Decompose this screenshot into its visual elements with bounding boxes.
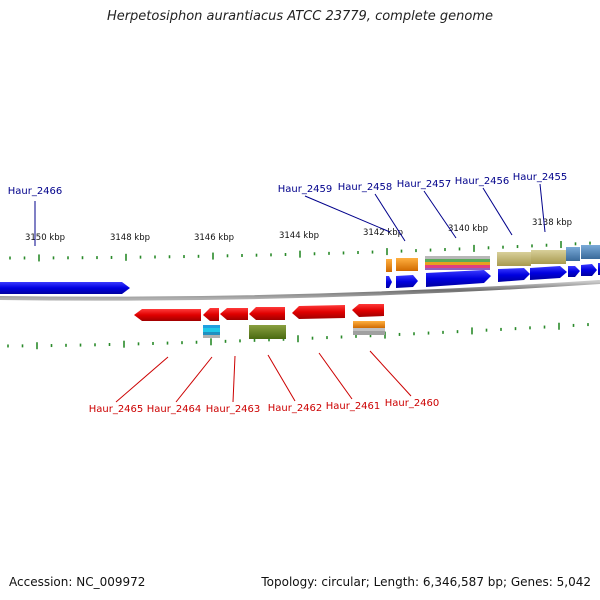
forward-gene-label[interactable]: Haur_2455	[513, 172, 568, 183]
feature-block-steel-3	[598, 263, 600, 275]
gene-arrow-haur-2456[interactable]	[498, 268, 530, 282]
reverse-gene-labels: Haur_2465 Haur_2464 Haur_2463 Haur_2462 Haur…	[89, 350, 440, 415]
reverse-gene-label[interactable]: Haur_2462	[268, 403, 323, 414]
gene-arrow-haur-2466[interactable]	[0, 282, 130, 294]
coordinate-tick-label: 3146 kbp	[194, 233, 234, 243]
forward-gene-label[interactable]: Haur_2456	[455, 176, 510, 187]
coordinate-labels: 3150 kbp 3148 kbp 3146 kbp 3144 kbp 3142 kbp…	[25, 218, 572, 243]
forward-gene-label[interactable]: Haur_2458	[338, 182, 393, 193]
feature-block-orange-1	[386, 259, 392, 272]
accession-text: Accession: NC_009972	[9, 575, 146, 589]
gene-arrow-haur-2462[interactable]	[249, 307, 285, 320]
gene-leader-line	[175, 356, 213, 403]
gene-leader-line	[304, 195, 391, 233]
feature-stack-orange	[353, 321, 385, 335]
gene-arrow-right-1[interactable]	[568, 266, 580, 277]
gene-leader-line	[232, 355, 236, 403]
feature-block-olive	[249, 325, 286, 339]
forward-gene-label[interactable]: Haur_2457	[397, 179, 452, 190]
gene-leader-line	[318, 352, 353, 400]
gene-leader-line	[482, 187, 513, 236]
lower-tick-track	[7, 322, 589, 350]
coordinate-tick-label: 3148 kbp	[110, 233, 150, 243]
feature-stack-cyan	[203, 325, 220, 338]
feature-block-khaki-2	[531, 250, 566, 264]
gene-arrow-haur-2458[interactable]	[396, 275, 418, 288]
feature-block-khaki-1	[497, 252, 531, 266]
gene-arrow-right-2[interactable]	[581, 264, 597, 276]
upper-tick-track	[9, 241, 591, 262]
forward-gene-label[interactable]: Haur_2459	[278, 184, 333, 195]
genome-title: Herpetosiphon aurantiacus ATCC 23779, co…	[106, 9, 494, 24]
gene-leader-line	[115, 356, 169, 403]
gene-leader-line	[267, 354, 296, 402]
gene-leader-line	[369, 350, 412, 397]
forward-strand-features	[0, 245, 600, 294]
reverse-gene-label[interactable]: Haur_2461	[326, 401, 381, 412]
forward-gene-labels: Haur_2466 Haur_2459 Haur_2458 Haur_2457 Haur…	[8, 172, 568, 246]
reverse-strand-features	[134, 304, 385, 339]
forward-gene-label[interactable]: Haur_2466	[8, 186, 63, 197]
gene-arrow-haur-2461[interactable]	[292, 305, 345, 319]
gene-arrow-haur-2463[interactable]	[220, 308, 248, 320]
feature-block-steel-2	[581, 245, 600, 259]
gene-arrow-haur-2465[interactable]	[134, 309, 201, 321]
genome-backbone	[0, 280, 600, 301]
gene-leader-line	[539, 183, 546, 233]
coordinate-tick-label: 3144 kbp	[279, 231, 319, 241]
feature-stack-haur-2457	[425, 256, 490, 270]
reverse-gene-label[interactable]: Haur_2465	[89, 404, 144, 415]
feature-block-steel-1	[566, 247, 580, 261]
reverse-gene-label[interactable]: Haur_2463	[206, 404, 261, 415]
gene-leader-line	[423, 190, 457, 239]
gene-arrow-haur-2460[interactable]	[352, 304, 384, 317]
reverse-gene-label[interactable]: Haur_2460	[385, 398, 440, 409]
gene-arrow-haur-2455[interactable]	[530, 266, 567, 280]
gene-arrow-haur-2457[interactable]	[426, 270, 491, 287]
gene-arrow-haur-2459[interactable]	[386, 276, 392, 288]
genome-summary-text: Topology: circular; Length: 6,346,587 bp…	[261, 575, 591, 589]
coordinate-tick-label: 3150 kbp	[25, 233, 65, 243]
feature-block-orange-2	[396, 258, 418, 271]
coordinate-tick-label: 3142 kbp	[363, 228, 403, 238]
gene-leader-line	[374, 193, 406, 242]
gene-arrow-haur-2464[interactable]	[203, 308, 219, 321]
coordinate-tick-label: 3138 kbp	[532, 218, 572, 228]
coordinate-tick-label: 3140 kbp	[448, 224, 488, 234]
reverse-gene-label[interactable]: Haur_2464	[147, 404, 202, 415]
